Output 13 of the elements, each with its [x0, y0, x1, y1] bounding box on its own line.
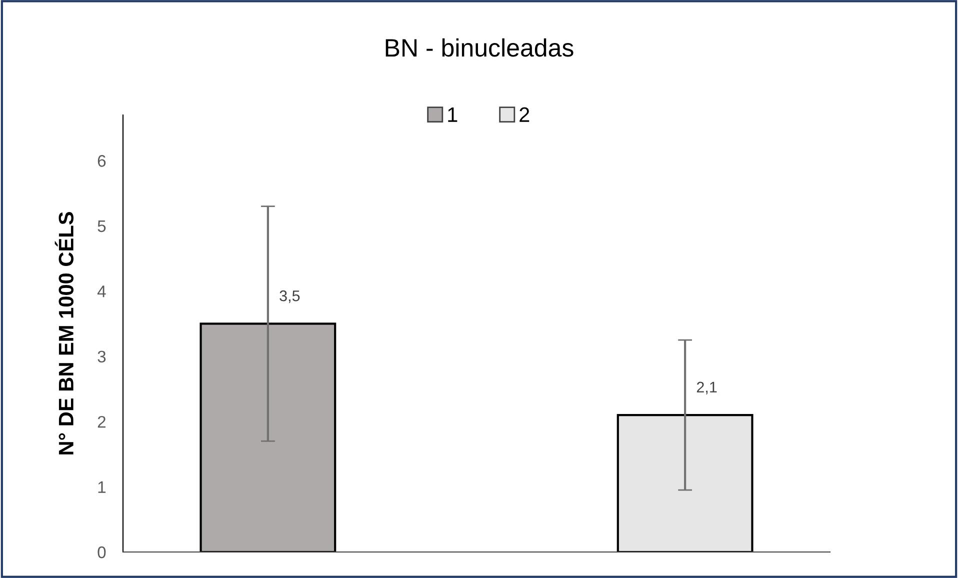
y-tick-label: 2 [98, 416, 106, 428]
y-tick-label: 0 [98, 546, 106, 558]
data-label: 2,1 [696, 382, 717, 394]
chart-title: BN - binucleadas [386, 38, 574, 57]
y-tick-label: 4 [97, 286, 106, 298]
legend-label: 1 [448, 108, 458, 122]
y-tick-label: 3 [98, 350, 106, 363]
y-axis-title: N° DE BN EM 1000 CÉLS [54, 212, 74, 454]
y-tick-label: 1 [98, 481, 106, 493]
y-tick-label: 6 [98, 155, 106, 167]
y-tick-label: 5 [98, 220, 106, 232]
data-label: 3,5 [280, 290, 300, 304]
legend-label: 2 [520, 107, 530, 122]
